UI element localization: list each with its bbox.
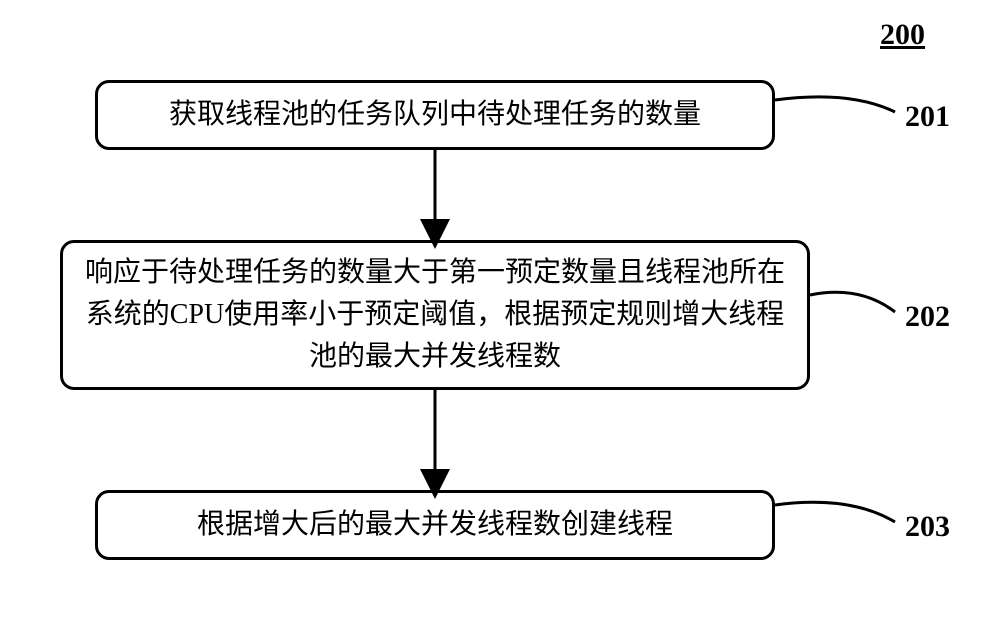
- arrow-2: [0, 0, 1000, 623]
- flowchart-canvas: 200 获取线程池的任务队列中待处理任务的数量 响应于待处理任务的数量大于第一预…: [0, 0, 1000, 623]
